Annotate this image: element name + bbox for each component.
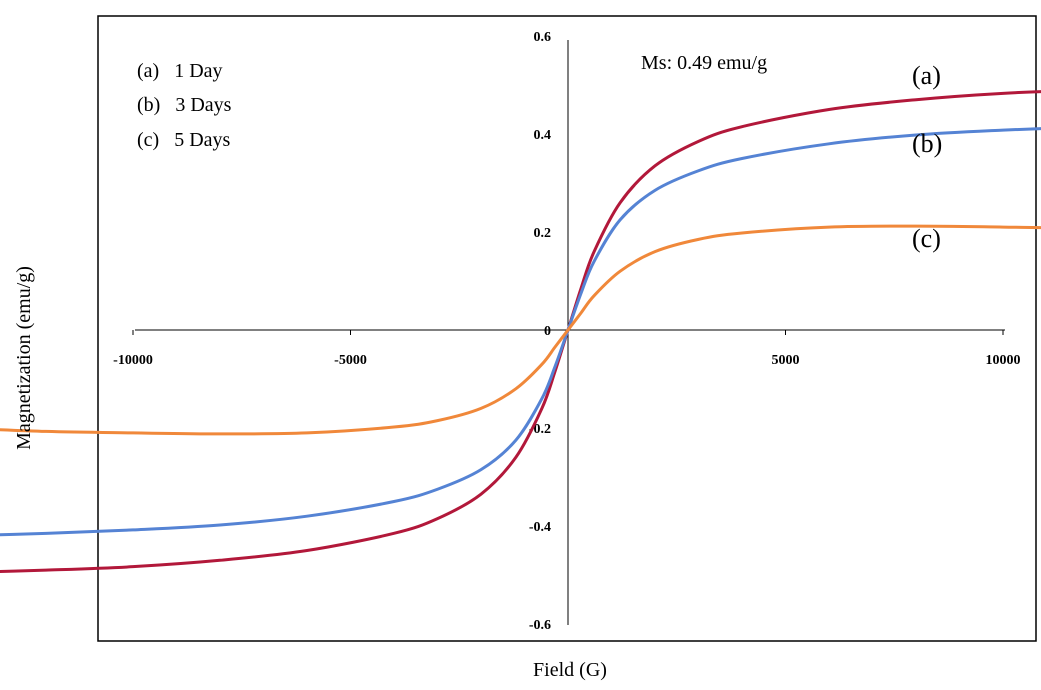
legend-entry-b: (b) 3 Days xyxy=(137,94,232,116)
x-tick-label: -5000 xyxy=(334,353,367,368)
y-tick-label: 0.6 xyxy=(534,30,552,45)
x-tick-label: -10000 xyxy=(113,353,153,368)
x-tick-label: 5000 xyxy=(772,353,800,368)
y-axis-title: Magnetization (emu/g) xyxy=(13,266,35,450)
ms-annotation: Ms: 0.49 emu/g xyxy=(641,52,767,74)
x-tick-label: 10000 xyxy=(986,353,1021,368)
legend-entry-c: (c) 5 Days xyxy=(137,129,231,151)
y-tick-label: 0.4 xyxy=(534,128,552,143)
y-tick-label: 0 xyxy=(544,324,551,339)
x-axis-title: Field (G) xyxy=(533,659,607,681)
y-tick-label: -0.6 xyxy=(529,618,551,633)
curve-label-c: (c) xyxy=(912,224,941,253)
x-axis-ticks: -20000-15000-10000-500050001000015000200… xyxy=(113,330,1021,368)
curve-label-b: (b) xyxy=(912,129,942,158)
legend: (a) 1 Day (b) 3 Days (c) 5 Days xyxy=(137,60,232,151)
y-tick-label: -0.4 xyxy=(529,520,551,535)
y-tick-label: 0.2 xyxy=(534,226,552,241)
series-layer xyxy=(0,90,1041,573)
curve-label-a: (a) xyxy=(912,61,941,90)
series-line-c xyxy=(0,224,1041,436)
legend-entry-a: (a) 1 Day xyxy=(137,60,223,82)
